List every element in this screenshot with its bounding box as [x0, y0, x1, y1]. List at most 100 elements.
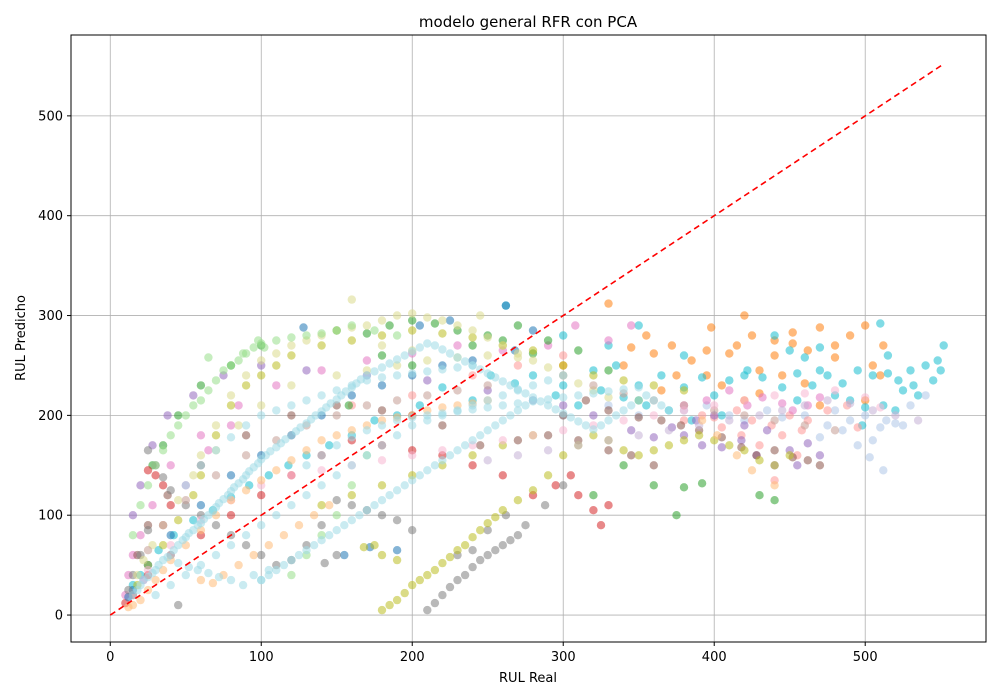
data-point: [649, 411, 658, 420]
data-point: [272, 406, 281, 415]
data-point: [634, 451, 643, 460]
data-point: [574, 401, 583, 410]
data-point: [408, 451, 417, 460]
data-point: [800, 389, 809, 398]
data-point: [815, 343, 825, 352]
data-point: [543, 431, 553, 440]
data-point: [815, 461, 825, 470]
data-point: [423, 339, 432, 348]
data-point: [627, 426, 636, 435]
data-point: [574, 379, 583, 388]
data-point: [370, 501, 379, 510]
data-point: [400, 588, 409, 598]
data-point: [249, 550, 258, 560]
data-point: [257, 401, 266, 410]
data-point: [249, 343, 258, 352]
data-point: [362, 426, 372, 435]
data-point: [513, 321, 523, 330]
data-point: [528, 397, 538, 406]
data-point: [468, 461, 477, 470]
data-point: [294, 550, 304, 560]
data-point: [713, 431, 722, 440]
data-point: [921, 391, 930, 400]
data-point: [128, 531, 138, 540]
data-point: [672, 511, 681, 520]
data-point: [196, 461, 206, 470]
data-point: [408, 421, 417, 430]
data-point: [392, 516, 402, 525]
data-point: [189, 401, 198, 410]
data-point: [619, 461, 628, 470]
data-point: [377, 481, 387, 490]
data-point: [697, 373, 707, 382]
data-point: [181, 496, 190, 505]
data-point: [853, 423, 862, 432]
data-point: [302, 491, 311, 500]
data-point: [460, 541, 470, 550]
data-point: [438, 316, 447, 325]
data-point: [697, 479, 707, 488]
data-point: [158, 481, 168, 490]
data-point: [257, 521, 266, 530]
data-point: [347, 391, 356, 400]
data-point: [377, 363, 387, 372]
data-point: [415, 575, 424, 585]
data-point: [332, 471, 341, 480]
data-point: [725, 416, 734, 425]
data-point: [589, 506, 598, 515]
data-point: [830, 386, 840, 395]
data-point: [377, 316, 387, 325]
data-point: [830, 426, 840, 435]
data-point: [483, 426, 492, 435]
data-point: [566, 413, 575, 422]
data-point: [483, 519, 492, 528]
data-point: [287, 401, 296, 410]
data-point: [604, 336, 613, 345]
data-point: [543, 446, 553, 455]
data-point: [392, 431, 402, 440]
data-point: [740, 311, 749, 320]
data-point: [158, 473, 168, 482]
data-point: [476, 555, 485, 565]
data-point: [460, 357, 470, 366]
data-point: [332, 441, 341, 450]
data-point: [211, 550, 221, 560]
data-point: [355, 511, 364, 520]
data-point: [281, 435, 290, 444]
data-point: [166, 531, 175, 540]
data-point: [174, 516, 183, 525]
data-point: [574, 417, 583, 426]
chart-title: modelo general RFR con PCA: [419, 13, 638, 31]
data-point: [649, 349, 658, 358]
data-point: [929, 376, 938, 385]
data-point: [551, 405, 560, 414]
data-point: [226, 421, 236, 430]
data-point: [347, 501, 356, 510]
data-point: [234, 421, 243, 430]
data-point: [377, 331, 387, 340]
data-point: [778, 406, 787, 415]
data-point: [151, 461, 160, 470]
data-point: [257, 356, 266, 365]
data-point: [408, 391, 417, 400]
data-point: [543, 395, 553, 404]
data-point: [528, 371, 538, 380]
data-point: [226, 541, 236, 550]
data-point: [408, 369, 417, 378]
data-point: [468, 341, 477, 350]
data-point: [521, 401, 530, 410]
data-point: [581, 421, 591, 430]
data-point: [627, 321, 636, 330]
data-point: [136, 501, 145, 510]
data-point: [800, 401, 809, 410]
data-point: [453, 321, 462, 330]
data-point: [423, 391, 432, 400]
data-point: [445, 316, 455, 325]
data-point: [619, 446, 628, 455]
data-point: [823, 371, 832, 380]
data-point: [196, 381, 206, 390]
data-point: [642, 331, 651, 340]
data-point: [755, 491, 764, 500]
data-point: [234, 356, 243, 365]
data-point: [287, 411, 296, 420]
